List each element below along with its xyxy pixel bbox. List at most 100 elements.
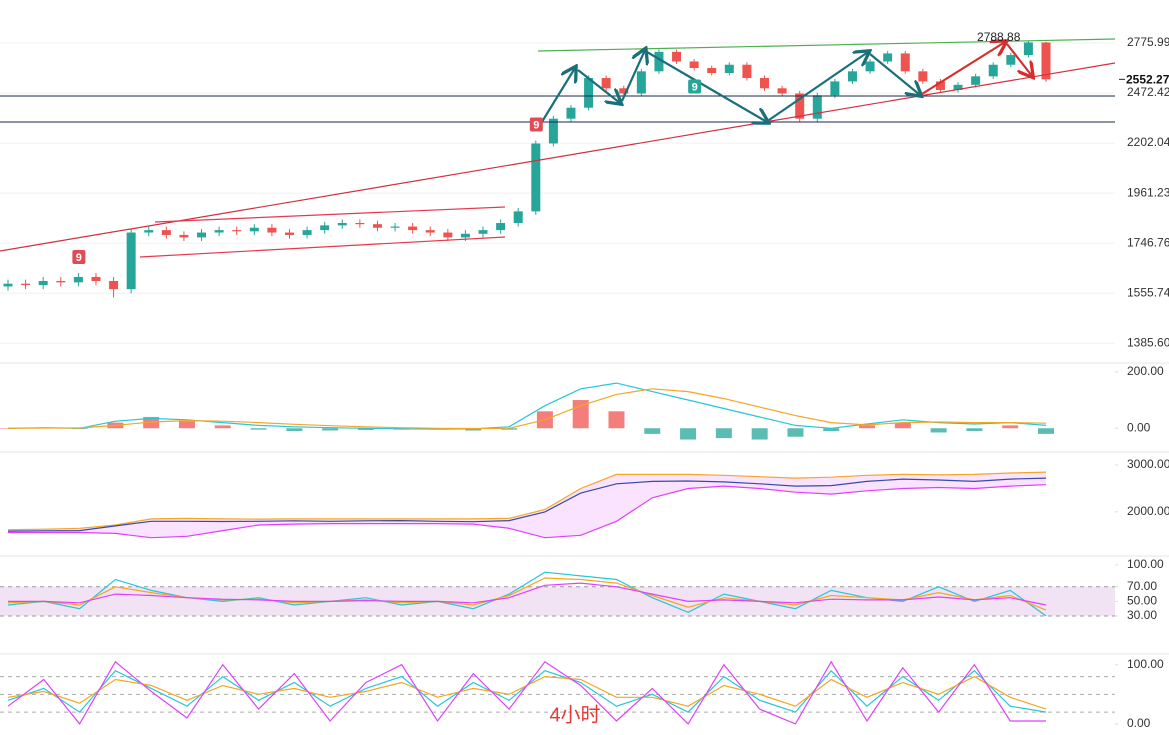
y-tick-label: 1385.60 [1127, 335, 1169, 349]
band-fill [0, 586, 1115, 616]
arrow [646, 51, 767, 122]
candle-body [161, 230, 171, 235]
candle-body [847, 71, 857, 82]
indicator-line [7, 471, 1047, 531]
candle-body [1023, 42, 1033, 56]
candle-body [953, 84, 963, 91]
candle-body [971, 76, 981, 85]
candle-body [38, 280, 48, 286]
candle-body [1041, 42, 1051, 80]
signal-label: 9 [533, 119, 539, 131]
macd-bar [357, 428, 374, 430]
candle-body [513, 211, 523, 223]
candle-body [672, 51, 682, 62]
candle-body [478, 230, 488, 234]
candle-body [1006, 55, 1016, 65]
macd-bar [608, 411, 625, 429]
candle-body [249, 227, 259, 232]
candle-body [531, 143, 541, 212]
signal-badge [529, 117, 543, 132]
label-layer: 2775.99 2472.42 2202.04 1961.23 1746.76 1555.… [72, 30, 1169, 730]
indicator-line [7, 675, 1047, 710]
arrow [620, 50, 645, 102]
trend-line [0, 62, 1116, 252]
candle-body [443, 232, 453, 238]
y-tick-label: 2000.00 [1127, 504, 1169, 518]
macd-bar [680, 428, 697, 440]
channel-line [154, 206, 506, 223]
current-price: 2552.27 [1126, 73, 1169, 87]
wave-arrows-red [921, 42, 1032, 95]
candle-body [760, 78, 770, 89]
y-tick-label: 0.00 [1127, 716, 1151, 730]
y-tick-label: 200.00 [1127, 364, 1164, 378]
candle-body [21, 283, 31, 286]
candle-body [742, 64, 752, 79]
macd-bar [501, 428, 518, 430]
arrow [539, 68, 575, 126]
candle-body [865, 61, 875, 72]
y-tick-label: 2202.04 [1127, 135, 1169, 149]
candle-body [689, 61, 699, 69]
indicator-line [8, 484, 1047, 539]
macd-bar [1002, 425, 1019, 429]
candle-body [126, 232, 136, 290]
macd-bar [894, 422, 911, 429]
y-tick-label: 100.00 [1127, 557, 1164, 571]
candle-body [988, 64, 998, 77]
candle-body [214, 230, 224, 233]
macd-bar [178, 421, 195, 429]
candle-body [795, 93, 805, 119]
macd-bar [751, 428, 768, 440]
y-tick-label: 0.00 [1127, 420, 1151, 434]
y-tick-label: 1746.76 [1127, 235, 1169, 249]
candle-body [601, 78, 611, 89]
price-badge [1119, 71, 1169, 88]
y-tick-label: 50.00 [1127, 594, 1157, 608]
wave-arrows [539, 50, 920, 126]
candle-body [179, 234, 189, 238]
macd-bar [143, 416, 160, 429]
candle-body [812, 95, 822, 119]
candle-body [425, 230, 435, 233]
macd-bar [322, 428, 339, 431]
signal-badge [688, 79, 702, 94]
signal-badge [72, 249, 86, 264]
macd-bar [286, 428, 303, 432]
candle-body [109, 280, 119, 290]
macd-bar [0, 428, 16, 429]
drawings [0, 38, 1116, 258]
candle-body [548, 118, 558, 144]
candle-body [390, 226, 400, 228]
candle-body [73, 276, 83, 283]
candle-body [56, 280, 66, 283]
arrow [577, 69, 620, 103]
y-tick-label: 2775.99 [1127, 35, 1169, 49]
signal-label: 9 [692, 81, 698, 93]
y-tick-label: 1961.23 [1127, 185, 1169, 199]
candle-body [302, 230, 312, 235]
candle-body [197, 232, 207, 238]
candle-body [707, 68, 717, 73]
candle-body [566, 107, 576, 119]
mark-layer [0, 41, 1054, 725]
indicator-line [8, 582, 1047, 606]
candle-body [935, 81, 945, 91]
candle-body [883, 53, 893, 62]
timeframe-label: 4小时 [549, 703, 600, 726]
candle-body [408, 226, 418, 231]
arrow [869, 53, 920, 95]
candle-body [91, 276, 101, 281]
indicator-line [7, 388, 1047, 430]
candle-body [3, 283, 13, 287]
y-tick-label: 30.00 [1127, 608, 1157, 622]
macd-bar [823, 428, 840, 432]
candle-body [636, 71, 646, 94]
arrow [768, 52, 868, 121]
candle-body [372, 224, 382, 228]
high-annotation: 2788.88 [977, 30, 1021, 44]
candle-body [267, 227, 277, 233]
candle-body [777, 88, 787, 94]
macd-bar [715, 428, 732, 439]
